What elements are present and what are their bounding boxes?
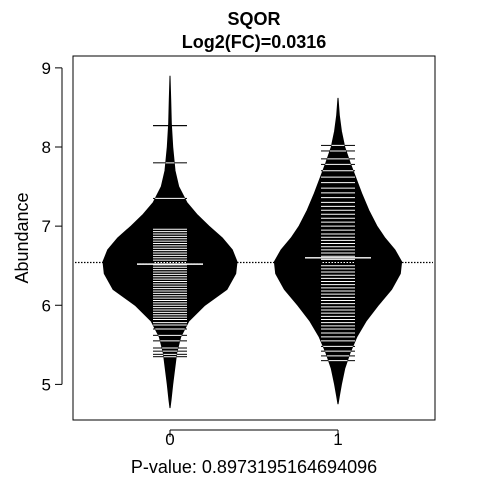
y-tick-label: 5 <box>42 375 51 394</box>
y-tick-label: 7 <box>42 217 51 236</box>
x-axis-label: P-value: 0.8973195164694096 <box>131 457 377 477</box>
bean-group-1 <box>273 97 403 405</box>
plot-frame <box>72 55 436 421</box>
y-axis-label: Abundance <box>12 192 32 283</box>
bean-density-1 <box>273 97 403 405</box>
bean-group-0 <box>102 75 238 409</box>
chart-subtitle: Log2(FC)=0.0316 <box>182 32 327 52</box>
y-axis: 5 6 7 8 9 <box>42 59 63 394</box>
y-tick-label: 9 <box>42 59 51 78</box>
y-tick-label: 6 <box>42 296 51 315</box>
x-tick-label: 1 <box>333 430 342 449</box>
y-tick-label: 8 <box>42 138 51 157</box>
beans-layer <box>102 75 403 409</box>
bean-density-0 <box>102 75 238 409</box>
chart-title: SQOR <box>227 9 280 29</box>
x-tick-label: 0 <box>165 430 174 449</box>
